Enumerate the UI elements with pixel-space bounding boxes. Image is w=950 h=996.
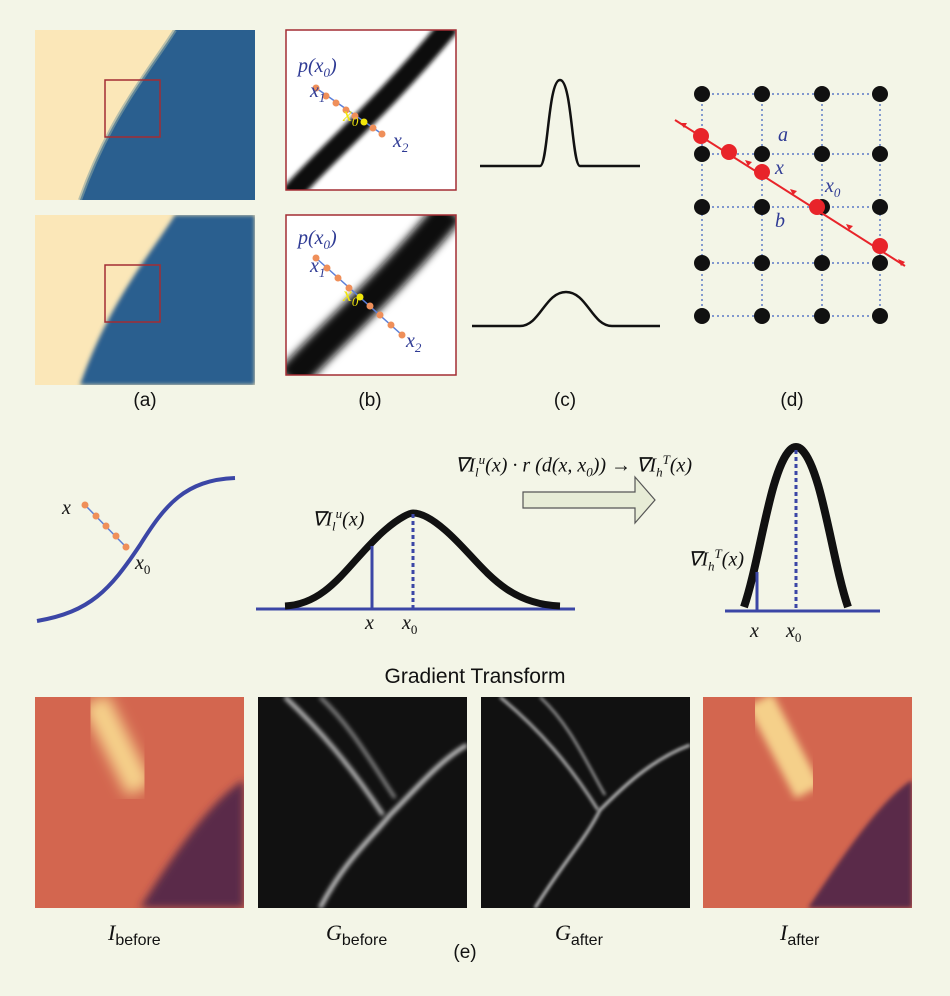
panel-b-top-sample-points [312,84,386,138]
d-label-x0: x0 [825,175,841,200]
low-x-label: x [365,612,374,634]
panel-a-bottom-roi-box [104,264,161,323]
caption-g-before: Gbefore [326,920,388,949]
panel-c-blurred-profile [472,290,660,328]
transform-arrow [522,475,656,525]
label-a: (a) [133,390,157,411]
grad-high-label: ∇IhT(x) [688,546,744,574]
image-before [35,697,244,908]
edge-x-label: x [62,497,71,519]
gradient-before [258,697,467,908]
b-bottom-x0: x0 [343,284,359,309]
panel-a-top-image [35,30,255,200]
gradient-transform-title: Gradient Transform [384,665,566,688]
b-top-p-label: p(x0) [298,55,337,80]
b-top-x2: x2 [393,130,409,155]
caption-i-before: Ibefore [108,920,161,949]
caption-i-after: Iafter [780,920,820,949]
high-x-label: x [750,620,759,642]
b-top-x0: x0 [343,104,359,129]
panel-b-bottom-image [286,215,456,375]
label-b: (b) [358,390,382,411]
edge-x0-label: x0 [135,552,151,577]
high-x0-label: x0 [786,620,802,645]
panel-a-top-roi-box [104,79,161,138]
high-res-gradient-profile [725,443,880,613]
caption-g-after: Gafter [555,920,603,949]
low-res-gradient-profile [256,509,575,611]
b-bottom-x2: x2 [406,330,422,355]
label-c: (c) [553,390,577,411]
panel-c-sharp-profile [480,78,640,168]
label-d: (d) [780,390,804,411]
d-label-x: x [775,157,784,179]
label-e: (e) [453,942,477,963]
panel-d-grid [674,86,906,324]
image-after [703,697,912,908]
d-label-a: a [778,124,788,146]
gradient-after [481,697,690,908]
b-bottom-p-label: p(x0) [298,227,337,252]
low-x0-label: x0 [402,612,418,637]
grad-low-label: ∇Ilu(x) [312,506,365,534]
panel-b-top-image [286,30,456,190]
panel-b-bottom-sample-points [312,254,406,339]
d-label-b: b [775,210,785,232]
transform-formula: ∇Ilu(x) · r (d(x, x0)) → ∇IhT(x) [455,452,693,480]
panel-a-bottom-image [35,215,255,385]
b-bottom-x1: x1 [310,255,326,280]
b-top-x1: x1 [310,80,326,105]
edge-curve-diagram [36,476,236,623]
